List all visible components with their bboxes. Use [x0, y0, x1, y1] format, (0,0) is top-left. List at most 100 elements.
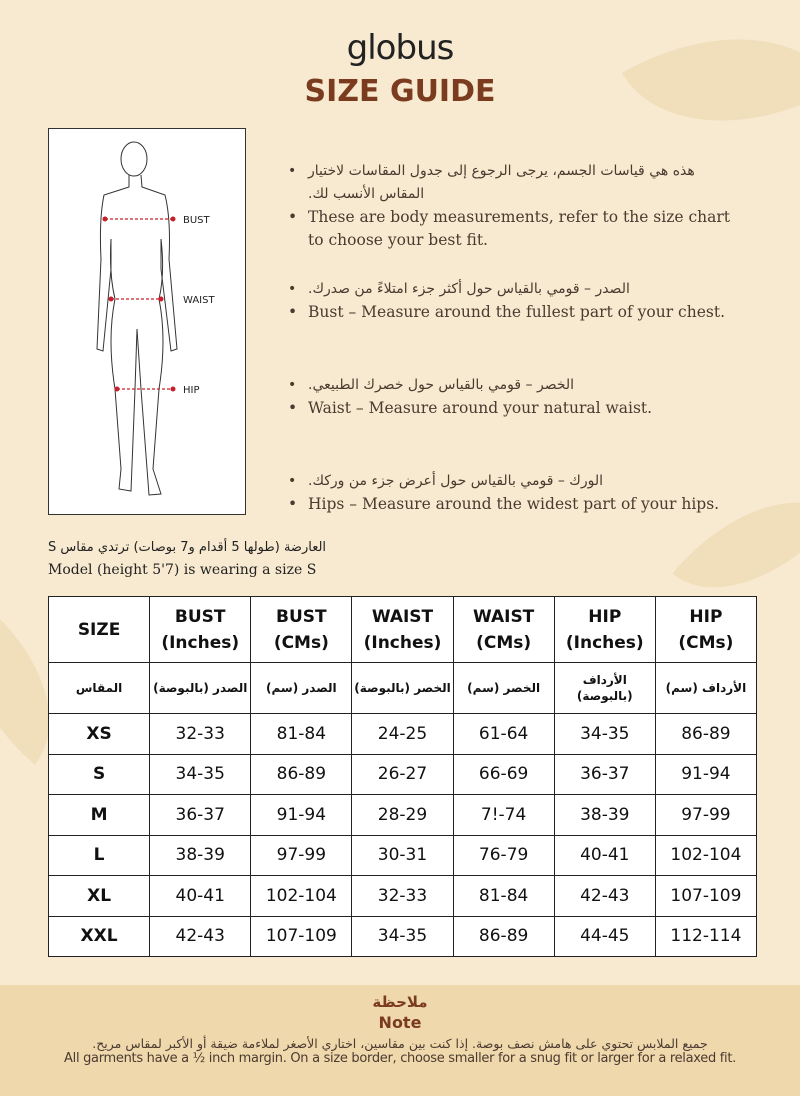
table-cell: 112-114 — [654, 915, 758, 957]
table-row: XXL 42-43 107-109 34-35 86-89 44-45 112-114 — [47, 915, 758, 957]
header-line: BUST — [276, 606, 327, 627]
waist-label: WAIST — [183, 295, 215, 306]
table-cell: XXL — [47, 915, 151, 957]
table-row: XS 32-33 81-84 24-25 61-64 34-35 86-89 — [47, 713, 758, 755]
table-cell: 102-104 — [654, 834, 758, 876]
table-cell: 36-37 — [149, 794, 252, 836]
header-line: WAIST — [371, 606, 434, 627]
table-cell: 97-99 — [654, 794, 758, 836]
header-line: WAIST — [472, 606, 535, 627]
table-row: S 34-35 86-89 26-27 66-69 36-37 91-94 — [47, 753, 758, 795]
brand-logo: globus — [346, 28, 455, 68]
table-cell: 107-109 — [654, 875, 758, 917]
page-title: SIZE GUIDE — [304, 74, 496, 109]
table-cell: 91-94 — [250, 794, 353, 836]
header-line: (Inches) — [161, 632, 240, 653]
table-cell: 81-84 — [250, 713, 353, 755]
table-cell: 38-39 — [553, 794, 656, 836]
column-header: HIP (Inches) — [553, 596, 656, 663]
table-cell: 28-29 — [351, 794, 454, 836]
note-text-en: All garments have a ½ inch margin. On a … — [64, 1051, 736, 1066]
column-header: HIP (CMs) — [654, 596, 758, 663]
model-info-en: Model (height 5'7) is wearing a size S — [48, 562, 317, 578]
header-line: HIP — [588, 606, 622, 627]
instruction-ar: هذه هي قياسات الجسم، يرجى الرجوع إلى جدو… — [288, 160, 738, 206]
table-cell: 30-31 — [351, 834, 454, 876]
header-line: (Inches) — [565, 632, 644, 653]
table-cell: 44-45 — [553, 915, 656, 957]
note-title-ar: ملاحظة — [372, 993, 428, 1011]
table-cell: 32-33 — [351, 875, 454, 917]
header-row-ar: المقاس الصدر (بالبوصة) الصدر (سم) الخصر (با… — [47, 662, 758, 714]
table-cell: 34-35 — [149, 753, 252, 795]
instruction-ar: الصدر – قومي بالقياس حول أكثر جزء امتلاء… — [288, 278, 738, 301]
table-cell: L — [47, 834, 151, 876]
table-cell: 42-43 — [553, 875, 656, 917]
instruction-ar: الورك – قومي بالقياس حول أعرض جزء من ورك… — [288, 470, 738, 493]
model-info-ar: العارضة (طولها 5 أقدام و7 بوصات) ترتدي م… — [48, 540, 327, 555]
note-text-ar: جميع الملابس تحتوي على هامش نصف بوصة. إذ… — [92, 1036, 708, 1051]
header-line: HIP — [689, 606, 723, 627]
table-cell: 38-39 — [149, 834, 252, 876]
column-header: BUST (Inches) — [149, 596, 252, 663]
note-title-en: Note — [378, 1013, 422, 1032]
column-header-ar: الأرداف (سم) — [654, 662, 758, 714]
header-line: BUST — [174, 606, 226, 627]
instruction-en: Waist – Measure around your natural wais… — [288, 397, 738, 420]
table-cell: 40-41 — [149, 875, 252, 917]
table-cell: 102-104 — [250, 875, 353, 917]
table-cell: XL — [47, 875, 151, 917]
column-header: SIZE — [47, 596, 151, 663]
table-cell: 26-27 — [351, 753, 454, 795]
table-cell: 24-25 — [351, 713, 454, 755]
table-cell: S — [47, 753, 151, 795]
table-row: M 36-37 91-94 28-29 7!-74 38-39 97-99 — [47, 794, 758, 836]
column-header-ar: الأرداف (بالبوصة) — [553, 662, 656, 714]
column-header: BUST (CMs) — [250, 596, 353, 663]
table-cell: 7!-74 — [452, 794, 555, 836]
table-cell: 91-94 — [654, 753, 758, 795]
table-row: L 38-39 97-99 30-31 76-79 40-41 102-104 — [47, 834, 758, 876]
column-header-ar: الخصر (بالبوصة) — [351, 662, 454, 714]
instruction-en: These are body measurements, refer to th… — [288, 206, 738, 252]
table-cell: XS — [47, 713, 151, 755]
table-cell: 81-84 — [452, 875, 555, 917]
table-cell: 32-33 — [149, 713, 252, 755]
table-cell: M — [47, 794, 151, 836]
column-header: WAIST (CMs) — [452, 596, 555, 663]
size-table: SIZE BUST (Inches) BUST (CMs) WAIST (Inches) WA… — [47, 596, 758, 957]
instruction-waist: الخصر – قومي بالقياس حول خصرك الطبيعي.Wa… — [288, 374, 738, 420]
instruction-bust: الصدر – قومي بالقياس حول أكثر جزء امتلاء… — [288, 278, 738, 324]
header-row-en: SIZE BUST (Inches) BUST (CMs) WAIST (Inches) WA… — [47, 596, 758, 663]
header-line: (CMs) — [273, 632, 329, 653]
header-line: SIZE — [77, 619, 121, 640]
table-cell: 40-41 — [553, 834, 656, 876]
header-line: (CMs) — [678, 632, 734, 653]
table-cell: 76-79 — [452, 834, 555, 876]
table-cell: 34-35 — [351, 915, 454, 957]
table-cell: 42-43 — [149, 915, 252, 957]
body-figure: BUST WAIST HIP — [48, 128, 246, 515]
table-cell: 86-89 — [452, 915, 555, 957]
column-header-ar: الصدر (سم) — [250, 662, 353, 714]
table-cell: 97-99 — [250, 834, 353, 876]
bust-label: BUST — [183, 215, 211, 226]
instruction-en: Hips – Measure around the widest part of… — [288, 493, 738, 516]
table-row: XL 40-41 102-104 32-33 81-84 42-43 107-109 — [47, 875, 758, 917]
header-line: (Inches) — [363, 632, 442, 653]
table-cell: 86-89 — [654, 713, 758, 755]
header-line: (CMs) — [476, 632, 532, 653]
column-header-ar: الصدر (بالبوصة) — [149, 662, 252, 714]
column-header-ar: المقاس — [47, 662, 151, 714]
table-cell: 36-37 — [553, 753, 656, 795]
instruction-ar: الخصر – قومي بالقياس حول خصرك الطبيعي. — [288, 374, 738, 397]
instructions-list: هذه هي قياسات الجسم، يرجى الرجوع إلى جدو… — [288, 160, 738, 542]
instruction-general: هذه هي قياسات الجسم، يرجى الرجوع إلى جدو… — [288, 160, 738, 252]
table-cell: 34-35 — [553, 713, 656, 755]
table-cell: 66-69 — [452, 753, 555, 795]
table-cell: 107-109 — [250, 915, 353, 957]
instruction-en: Bust – Measure around the fullest part o… — [288, 301, 738, 324]
table-cell: 61-64 — [452, 713, 555, 755]
model-info: العارضة (طولها 5 أقدام و7 بوصات) ترتدي م… — [48, 537, 326, 581]
instruction-hips: الورك – قومي بالقياس حول أعرض جزء من ورك… — [288, 470, 738, 516]
